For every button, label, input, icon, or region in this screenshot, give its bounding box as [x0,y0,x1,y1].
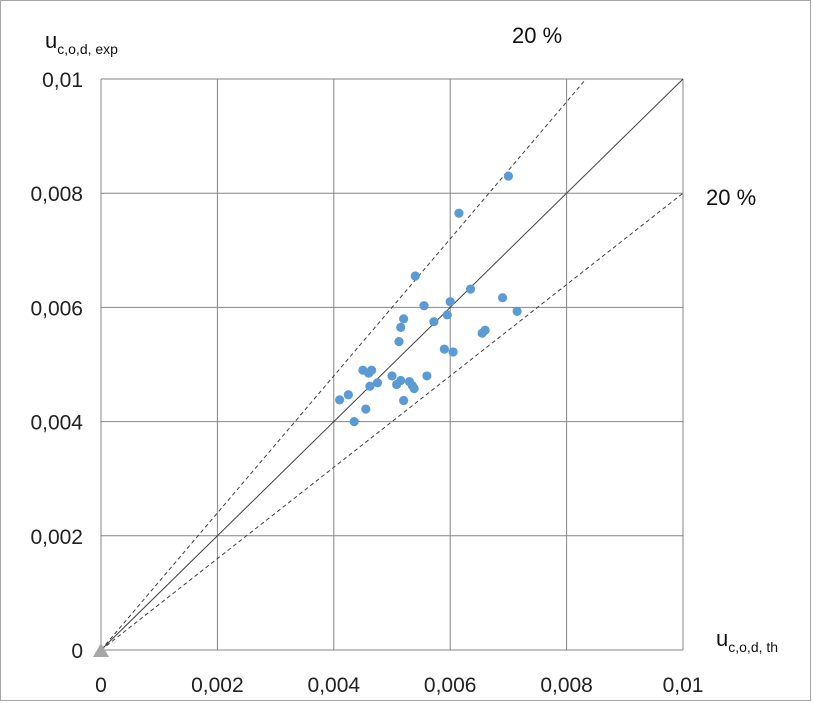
x-axis-title-main: u [716,626,728,651]
y-tick-label: 0,002 [30,526,83,549]
data-point [429,317,439,327]
y-tick-label: 0,004 [30,412,83,435]
x-axis-title-subscript: c,o,d, th [728,639,778,655]
x-tick-label: 0,006 [424,674,477,697]
x-tick-label: 0,002 [191,674,244,697]
lower-band-line [100,192,684,651]
data-point [409,383,419,394]
data-point [396,322,406,332]
grid-lines [100,78,684,651]
data-point [454,208,464,218]
data-point [399,395,409,406]
data-point [448,347,458,357]
origin-triangle [93,643,109,657]
origin-marker [93,643,109,657]
upper-band-line [100,78,587,651]
y-tick-label: 0,01 [42,69,83,92]
y-tick-label: 0,006 [30,297,83,320]
identity-line [100,78,684,651]
data-point [465,284,476,294]
upper-band-annotation: 20 % [512,23,562,48]
data-point [387,371,397,381]
data-point [439,344,449,354]
y-axis-title: uc,o,d, exp [45,28,118,57]
data-point [419,301,429,311]
data-point [372,378,383,388]
data-point [512,306,522,316]
x-tick-label: 0,008 [540,674,593,697]
data-point [343,390,353,400]
y-axis-title-main: u [45,28,57,53]
lower-band-annotation: 20 % [706,185,756,210]
data-point [361,404,371,414]
data-point [497,293,508,303]
data-point [503,171,513,181]
y-tick-label: 0 [71,640,83,663]
x-tick-label: 0,004 [308,674,361,697]
y-axis-title-subscript: c,o,d, exp [57,41,118,57]
y-tick-labels: 0 0,002 0,004 0,006 0,008 0,01 [30,69,83,663]
x-tick-label: 0,01 [663,674,704,697]
x-tick-label: 0 [95,674,107,697]
data-point [410,271,420,281]
data-point [445,297,455,307]
x-tick-labels: 0 0,002 0,004 0,006 0,008 0,01 [95,674,703,697]
data-point [394,337,404,347]
data-point [399,314,409,324]
data-point [422,371,432,381]
data-point [364,368,374,378]
data-point [477,328,487,338]
data-point [442,310,452,320]
x-axis-title: uc,o,d, th [716,626,778,655]
reference-lines [100,78,684,651]
data-point [392,379,402,390]
data-point [365,381,375,391]
y-tick-label: 0,008 [30,183,83,206]
data-point [335,395,345,405]
data-point [349,417,359,427]
data-points [335,171,522,427]
